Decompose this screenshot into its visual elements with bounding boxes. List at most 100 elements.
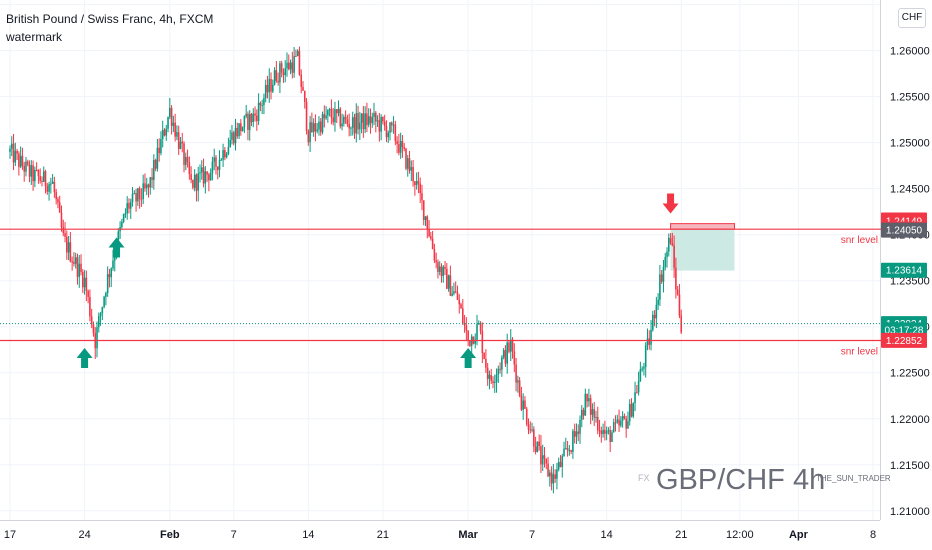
candle-body <box>666 251 668 258</box>
candle-body <box>231 132 233 140</box>
y-tick-label: 1.22000 <box>890 414 930 426</box>
candle-body <box>490 374 493 381</box>
candle-body <box>126 203 128 214</box>
candle-body <box>465 325 468 331</box>
candle-body <box>405 148 407 169</box>
candle-body <box>66 236 68 253</box>
candle-body <box>165 128 168 136</box>
candle-body <box>261 104 263 106</box>
candle-body <box>595 416 597 418</box>
candle-body <box>30 165 33 177</box>
candle-body <box>124 213 127 215</box>
arrow-up-icon <box>108 237 125 258</box>
candle-body <box>339 108 342 127</box>
candle-body <box>586 393 588 402</box>
candle-body <box>422 200 425 221</box>
candle-body <box>577 431 580 434</box>
candle-body <box>240 123 242 132</box>
candle-body <box>394 124 397 141</box>
candle-body <box>453 291 455 294</box>
x-tick-label: 21 <box>377 529 389 541</box>
candle-body <box>437 262 439 272</box>
candle-body <box>444 266 446 269</box>
candle-body <box>314 123 317 132</box>
candle-body <box>161 129 164 140</box>
candle-body <box>101 306 104 314</box>
candle-body <box>105 292 107 297</box>
candle-body <box>424 216 427 221</box>
candle-body <box>225 153 228 158</box>
candle-body <box>254 113 256 116</box>
candle-body <box>131 193 134 203</box>
candle-body <box>449 275 452 296</box>
candle-body <box>208 174 210 181</box>
candle-body <box>479 323 482 332</box>
candle-body <box>179 141 182 149</box>
watermark-author: THE_SUN_TRADER <box>816 474 891 483</box>
candle-body <box>398 143 400 153</box>
candle-body <box>373 112 375 118</box>
candle-body <box>655 304 658 319</box>
candle-body <box>241 127 244 132</box>
candle-body <box>623 416 626 419</box>
candle-body <box>556 469 558 479</box>
candle-body <box>46 186 49 192</box>
candle-body <box>572 431 574 452</box>
candle-body <box>653 314 656 319</box>
candle-body <box>133 193 136 195</box>
candle-body <box>630 404 633 417</box>
candle-body <box>637 381 640 393</box>
candle-body <box>176 132 178 137</box>
x-tick-label: 14 <box>302 529 314 541</box>
candle-body <box>195 174 198 191</box>
candle-body <box>390 122 393 126</box>
candle-body <box>248 113 251 131</box>
candle-body <box>309 122 311 143</box>
candle-body <box>497 368 500 375</box>
candle-body <box>662 267 665 282</box>
candle-body <box>197 173 200 191</box>
candle-body <box>186 156 189 163</box>
candle-body <box>435 260 437 263</box>
candle-body <box>209 173 212 181</box>
candle-body <box>14 150 17 163</box>
currency-button[interactable]: CHF <box>898 8 926 28</box>
candle-body <box>652 314 654 330</box>
candle-body <box>676 289 679 295</box>
candle-body <box>170 107 173 126</box>
candle-body <box>160 139 162 154</box>
candle-body <box>96 327 98 349</box>
candle-body <box>600 430 603 434</box>
candle-body <box>540 446 542 465</box>
candle-body <box>584 393 587 416</box>
candle-body <box>277 80 279 83</box>
candle-body <box>620 420 622 426</box>
candle-body <box>121 221 123 228</box>
chart-title: British Pound / Swiss Franc, 4h, FXCM <box>6 12 214 26</box>
candle-body <box>621 416 624 421</box>
candle-body <box>206 171 208 175</box>
candle-body <box>364 113 366 130</box>
candle-body <box>163 129 166 136</box>
candle-body <box>506 342 509 364</box>
candle-body <box>90 316 93 325</box>
candle-body <box>250 113 253 123</box>
candle-body <box>508 342 510 352</box>
candle-body <box>202 167 205 184</box>
candle-body <box>252 113 255 123</box>
candle-body <box>628 404 631 422</box>
candle-body <box>275 70 278 81</box>
candle-body <box>103 296 105 307</box>
candle-body <box>502 350 505 358</box>
candle-body <box>227 147 230 154</box>
candle-body <box>632 402 635 417</box>
candle-body <box>669 237 672 244</box>
candle-body <box>234 127 237 144</box>
candle-body <box>341 123 343 127</box>
candle-body <box>527 424 530 430</box>
candle-body <box>286 62 288 69</box>
candle-body <box>245 113 247 117</box>
candle-body <box>421 193 423 201</box>
candle-body <box>644 345 647 367</box>
